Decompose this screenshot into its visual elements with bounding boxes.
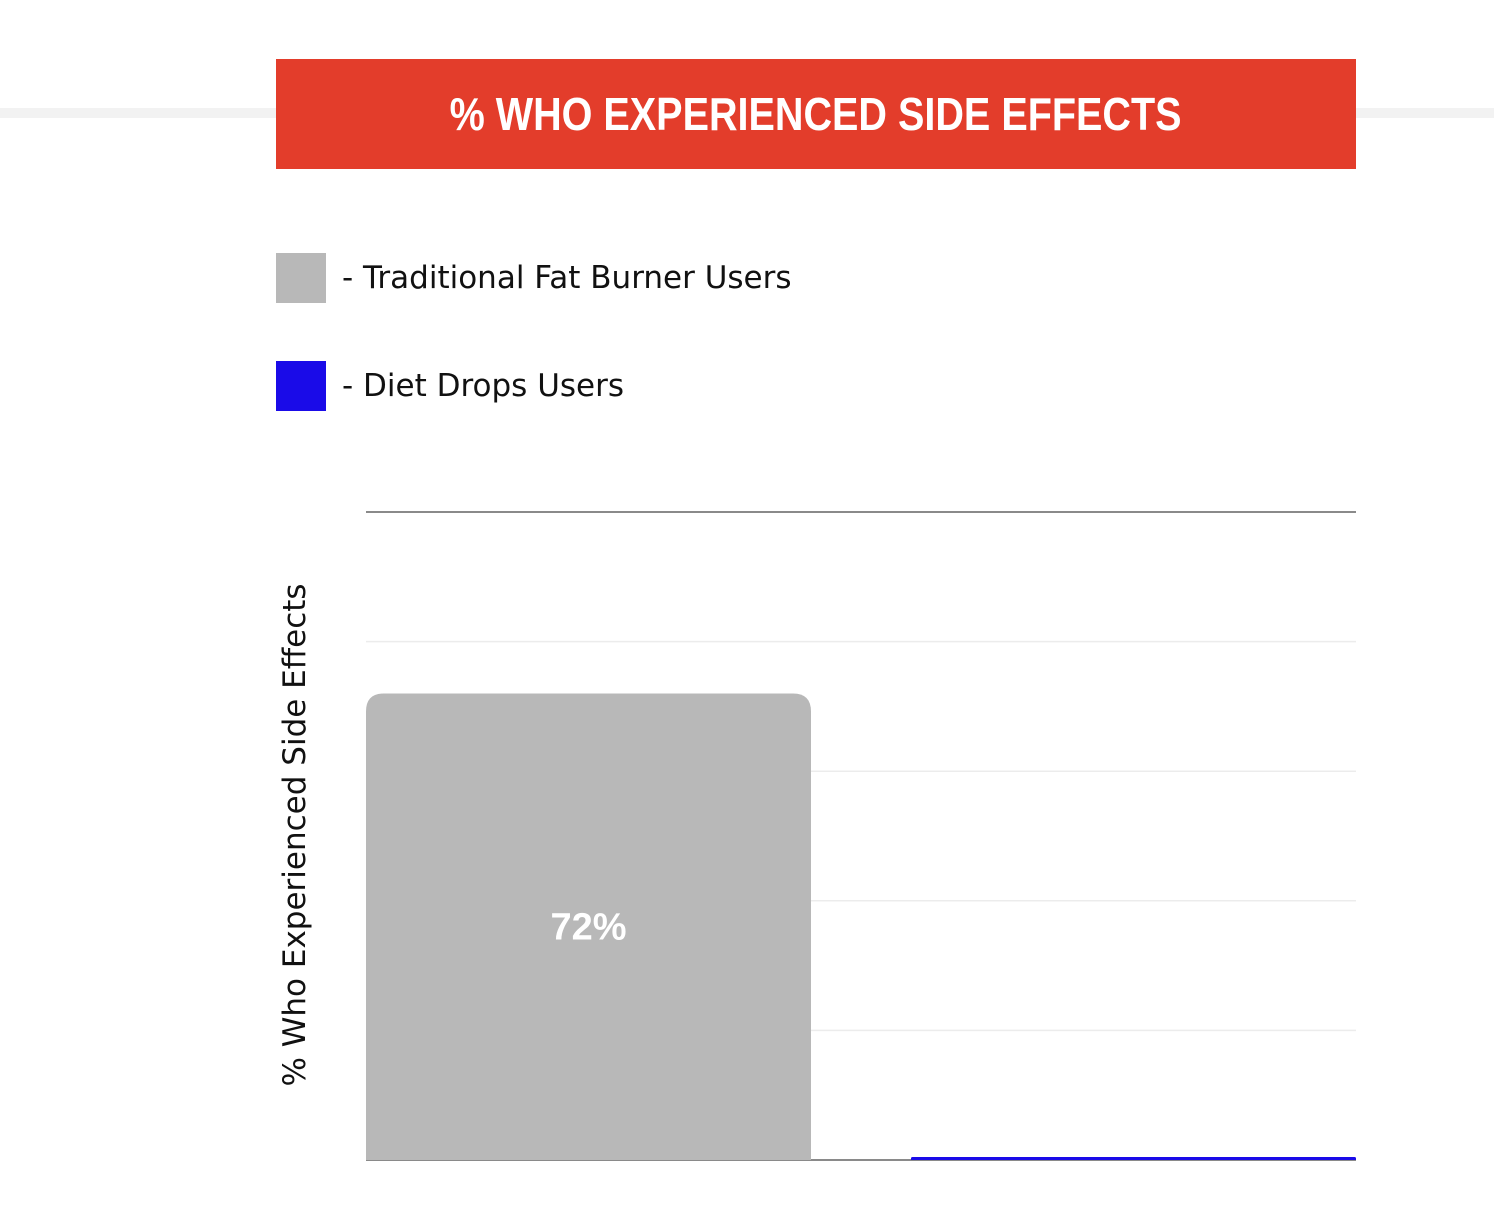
legend-label-traditional: - Traditional Fat Burner Users: [342, 260, 792, 296]
legend-item-traditional: - Traditional Fat Burner Users: [276, 253, 792, 303]
chart-title-banner: % WHO EXPERIENCED SIDE EFFECTS: [276, 59, 1356, 169]
legend-item-diet-drops: - Diet Drops Users: [276, 361, 624, 411]
legend-label-diet-drops: - Diet Drops Users: [342, 368, 624, 404]
bar-data-label: 72%: [550, 907, 626, 949]
bar-traditional: [366, 693, 811, 1160]
chart-title: % WHO EXPERIENCED SIDE EFFECTS: [450, 88, 1182, 140]
legend-swatch-diet-drops: [276, 361, 326, 411]
bar-diet-drops: [911, 1157, 1356, 1160]
legend-swatch-traditional: [276, 253, 326, 303]
